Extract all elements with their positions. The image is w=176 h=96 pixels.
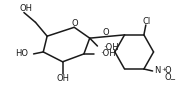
Text: HO: HO — [15, 49, 28, 58]
Text: OH: OH — [56, 74, 69, 83]
Text: O: O — [164, 73, 171, 82]
Text: ·OH: ·OH — [103, 43, 119, 52]
Text: −: − — [169, 77, 175, 83]
Text: ·OH: ·OH — [100, 49, 116, 58]
Text: O: O — [72, 19, 78, 28]
Text: +: + — [161, 67, 166, 72]
Text: O: O — [103, 28, 109, 37]
Text: O: O — [164, 67, 171, 75]
Text: OH: OH — [19, 4, 32, 13]
Text: Cl: Cl — [143, 17, 151, 26]
Text: N: N — [154, 67, 161, 75]
